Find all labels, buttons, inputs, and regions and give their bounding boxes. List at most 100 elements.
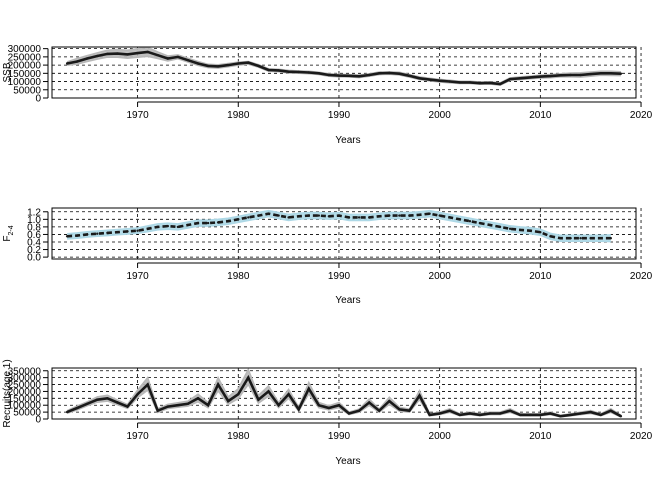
- y-tick-label: 0.6: [27, 230, 41, 241]
- y-tick-label: 0: [35, 94, 41, 105]
- data-point: [196, 62, 200, 65]
- data-point: [488, 81, 492, 85]
- data-point: [196, 397, 200, 400]
- data-point: [227, 63, 230, 67]
- data-point: [106, 52, 109, 56]
- data-point: [488, 412, 492, 415]
- y-axis-title: SSB: [2, 62, 13, 82]
- data-point: [317, 404, 320, 407]
- data-point: [508, 409, 512, 412]
- data-point: [146, 227, 149, 230]
- data-point: [549, 412, 552, 415]
- y-tick-label: 150000: [8, 394, 42, 405]
- data-point: [458, 218, 461, 221]
- data-point: [498, 82, 502, 86]
- data-point: [237, 62, 240, 65]
- x-tick-label: 1980: [227, 110, 250, 121]
- data-point: [96, 232, 99, 235]
- data-point: [508, 227, 512, 230]
- data-point: [156, 225, 159, 229]
- data-point: [176, 55, 180, 59]
- y-tick-label: 0.4: [27, 238, 41, 249]
- data-point: [589, 72, 592, 76]
- data-point: [519, 228, 522, 232]
- data-point: [136, 229, 139, 232]
- data-point: [508, 77, 512, 81]
- data-point: [539, 231, 542, 234]
- data-point: [216, 383, 220, 386]
- data-point: [216, 65, 220, 68]
- y-tick-label: 300000: [8, 373, 42, 384]
- x-tick-label: 1990: [328, 271, 351, 282]
- data-point: [378, 215, 381, 218]
- data-point: [448, 80, 451, 83]
- y-tick-label: 0.2: [27, 245, 41, 256]
- data-point: [368, 73, 371, 77]
- x-tick-label: 2020: [630, 431, 653, 442]
- x-tick-label: 2000: [429, 110, 452, 121]
- data-point: [317, 72, 320, 75]
- data-point: [297, 408, 300, 411]
- y-tick-label: 50000: [13, 408, 41, 419]
- data-point: [609, 409, 612, 412]
- data-point: [619, 72, 623, 75]
- estimate-line: [66, 374, 622, 418]
- y-tick-label: 0.0: [27, 253, 41, 264]
- y-tick-label: 150000: [8, 69, 42, 80]
- x-tick-label: 2000: [429, 431, 452, 442]
- data-point: [418, 77, 421, 80]
- data-point: [287, 216, 290, 219]
- data-point: [186, 402, 190, 405]
- data-point: [619, 415, 623, 418]
- data-point: [428, 413, 431, 417]
- data-point: [227, 220, 230, 223]
- data-point: [428, 78, 431, 81]
- data-point: [609, 72, 612, 75]
- data-point: [368, 216, 371, 219]
- data-point: [237, 218, 240, 221]
- data-point: [86, 402, 89, 405]
- x-tick-label: 1990: [328, 110, 351, 121]
- data-point: [438, 79, 441, 82]
- data-point: [408, 409, 411, 412]
- data-point: [337, 74, 341, 77]
- data-point: [126, 405, 129, 408]
- panel-fbar: 1970 1980 1990 2000 2010 20200.00.20.40.60.81…: [2, 207, 653, 306]
- data-point: [106, 231, 109, 235]
- data-point: [76, 406, 79, 410]
- data-point: [357, 409, 361, 412]
- data-point: [398, 72, 401, 75]
- data-point: [347, 74, 351, 78]
- data-point: [96, 54, 99, 58]
- data-point: [247, 376, 250, 379]
- data-point: [539, 75, 542, 78]
- data-point: [579, 237, 582, 240]
- data-point: [186, 223, 190, 227]
- data-point: [116, 401, 119, 404]
- data-point: [176, 225, 180, 229]
- data-point: [307, 214, 310, 217]
- data-point: [418, 394, 421, 397]
- plot-frame: [51, 207, 637, 260]
- data-point: [136, 393, 139, 396]
- data-point: [287, 393, 290, 396]
- data-point: [247, 216, 250, 219]
- data-point: [136, 51, 139, 55]
- data-point: [418, 213, 421, 216]
- data-point: [146, 50, 149, 54]
- data-point: [559, 237, 562, 240]
- data-point: [307, 71, 310, 74]
- data-point: [206, 64, 210, 68]
- plot-frame: [51, 367, 637, 420]
- data-point: [257, 64, 260, 68]
- data-point: [257, 398, 260, 401]
- data-point: [257, 214, 260, 217]
- data-point: [529, 229, 532, 232]
- data-point: [388, 71, 391, 75]
- data-point: [166, 224, 169, 228]
- data-point: [327, 215, 331, 218]
- data-point: [216, 221, 220, 224]
- data-point: [327, 406, 331, 410]
- data-point: [438, 412, 441, 415]
- y-tick-label: 250000: [8, 52, 42, 63]
